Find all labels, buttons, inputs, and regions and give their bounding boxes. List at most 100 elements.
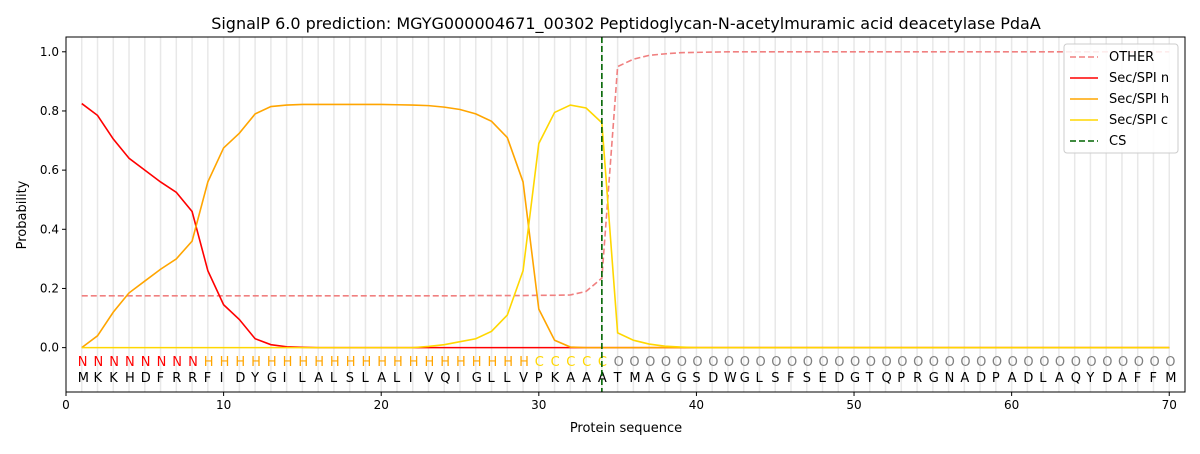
region-label: O [976,355,986,370]
region-label: O [960,355,970,370]
region-label: H [235,355,245,370]
region-label: H [488,355,498,370]
region-label: O [740,355,750,370]
region-label: O [897,355,907,370]
region-label: N [94,355,104,370]
region-label: H [283,355,293,370]
region-label: O [1039,355,1049,370]
y-tick-label: 0.0 [40,341,59,355]
region-label: O [819,355,829,370]
plot-frame [65,36,1186,393]
x-tick-label: 50 [846,398,861,412]
region-label: C [582,355,591,370]
legend-label: CS [1109,134,1126,149]
region-label: O [1118,355,1128,370]
legend-label: Sec/SPI h [1109,92,1169,107]
region-label: N [141,355,151,370]
region-label: H [267,355,277,370]
region-label: O [787,355,797,370]
legend-box [1063,43,1179,154]
y-tick-label: 1.0 [40,45,59,59]
region-label: H [330,355,340,370]
region-label: H [409,355,419,370]
x-tick-label: 40 [689,398,704,412]
legend-label: OTHER [1109,50,1154,65]
region-label: O [945,355,955,370]
region-label: C [535,355,544,370]
region-label: O [756,355,766,370]
region-label: N [109,355,119,370]
region-label: O [692,355,702,370]
region-label: N [188,355,198,370]
y-tick-label: 0.6 [40,163,59,177]
region-label: H [377,355,387,370]
region-label: O [1086,355,1096,370]
region-label: O [1150,355,1160,370]
region-label: H [362,355,372,370]
legend-label: Sec/SPI n [1109,71,1169,86]
region-label: O [1102,355,1112,370]
x-tick-label: 10 [216,398,231,412]
region-label: O [1165,355,1175,370]
region-label: H [519,355,529,370]
y-axis-label: Probability [15,180,30,249]
region-label: O [708,355,718,370]
region-label: O [645,355,655,370]
region-label: H [314,355,324,370]
x-tick-label: 20 [374,398,389,412]
series-line-sec-spi-n [81,102,1170,349]
region-label: O [929,355,939,370]
region-label: O [1055,355,1065,370]
residue-sequence: MKKHDFRRFIDYGILALSLALIVQIGLLVPKAAATMAGGS… [78,371,1177,386]
region-label: O [614,355,624,370]
region-label: O [1008,355,1018,370]
region-label: H [440,355,450,370]
region-label: O [629,355,639,370]
x-axis-label: Protein sequence [570,421,682,436]
region-label: O [866,355,876,370]
region-label: O [882,355,892,370]
region-label: H [204,355,214,370]
region-label: H [220,355,230,370]
region-label: N [78,355,88,370]
region-label: H [425,355,435,370]
region-label: O [771,355,781,370]
region-label: H [472,355,482,370]
region-label: H [251,355,261,370]
y-tick-label: 0.8 [40,104,59,118]
region-label: H [393,355,403,370]
x-tick-label: 30 [531,398,546,412]
chart-title: SignalP 6.0 prediction: MGYG000004671_00… [211,14,1041,34]
series-line-sec-spi-h [81,103,1170,349]
x-tick-label: 60 [1004,398,1019,412]
region-label: O [1071,355,1081,370]
region-label: O [913,355,923,370]
series-line-sec-spi-c [81,104,1170,349]
region-label: H [503,355,513,370]
region-label: O [1134,355,1144,370]
region-label: O [661,355,671,370]
region-label: N [157,355,167,370]
x-tick-label: 0 [62,398,70,412]
region-label: O [724,355,734,370]
region-label: C [566,355,575,370]
region-label: H [298,355,308,370]
region-label: N [172,355,182,370]
y-tick-label: 0.4 [40,222,59,236]
series-line-other [81,50,1170,297]
region-label: O [992,355,1002,370]
region-label: O [803,355,813,370]
region-label: N [125,355,135,370]
region-label: O [677,355,687,370]
region-label: O [1023,355,1033,370]
y-tick-label: 0.2 [40,281,59,295]
region-label: C [551,355,560,370]
legend-label: Sec/SPI c [1109,113,1168,128]
x-tick-label: 70 [1162,398,1177,412]
region-label: H [456,355,466,370]
region-label: O [834,355,844,370]
region-label: H [346,355,356,370]
region-label: O [850,355,860,370]
